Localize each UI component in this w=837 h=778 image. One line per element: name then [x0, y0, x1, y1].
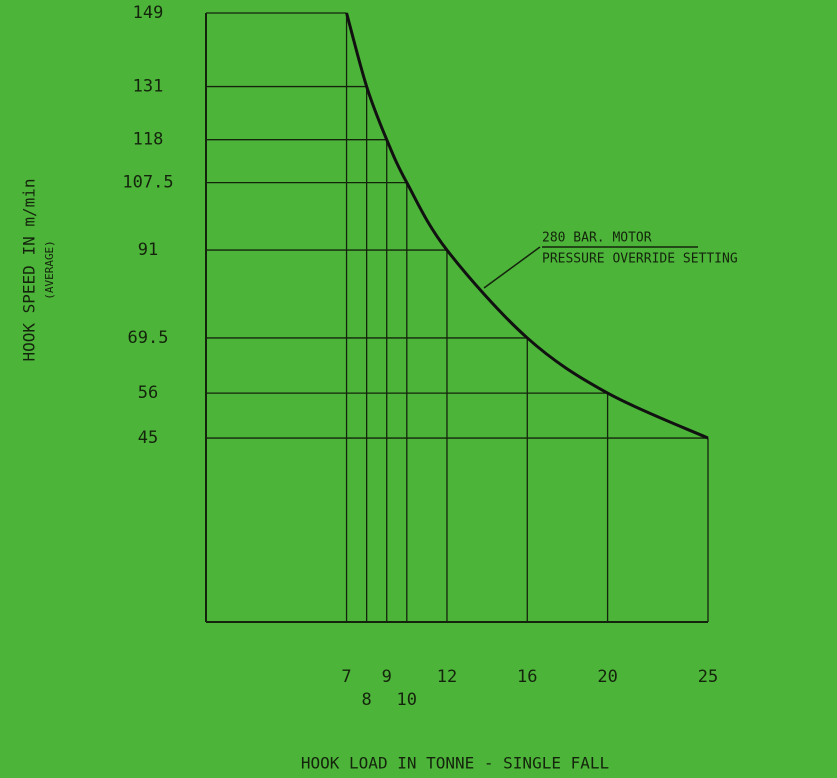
annotation-leader — [483, 246, 541, 289]
x-tick-label: 8 — [362, 690, 372, 710]
y-tick-label: 69.5 — [128, 328, 169, 348]
y-tick-label: 131 — [133, 77, 164, 97]
x-tick-label: 10 — [397, 690, 417, 710]
annotation: PRESSURE OVERRIDE SETTING — [542, 252, 738, 267]
x-tick-label: 12 — [437, 667, 457, 687]
y-tick-label: 149 — [133, 3, 164, 23]
y-tick-label: 91 — [138, 240, 158, 260]
x-tick-label: 7 — [341, 667, 351, 687]
curve — [345, 12, 709, 440]
x-tick-label: 9 — [382, 667, 392, 687]
y-axis-title: HOOK SPEED IN m/min — [20, 178, 39, 361]
y-tick-label: 107.5 — [122, 173, 173, 193]
x-axis-title: HOOK LOAD IN TONNE - SINGLE FALL — [301, 754, 609, 773]
x-tick-label: 20 — [597, 667, 617, 687]
y-tick-label: 118 — [133, 130, 164, 150]
annotation: 280 BAR. MOTOR — [542, 231, 652, 246]
x-tick-label: 16 — [517, 667, 537, 687]
y-tick-label: 56 — [138, 383, 158, 403]
x-tick-label: 25 — [698, 667, 718, 687]
y-axis-subtitle: (AVERAGE) — [43, 240, 56, 300]
y-tick-label: 45 — [138, 428, 158, 448]
